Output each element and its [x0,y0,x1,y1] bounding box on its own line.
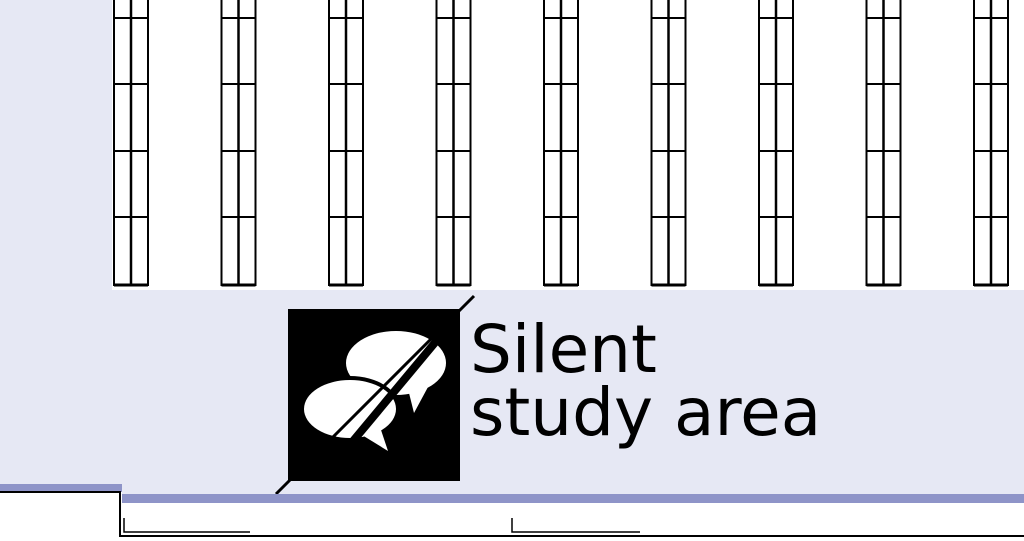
no-entry-slash [274,294,476,496]
bookshelf [220,0,257,287]
wall-accent-right [122,494,1024,503]
bookshelves [113,0,1009,287]
zone-label-line1: Silent [470,311,657,388]
bookshelf [113,0,149,287]
bookshelf [435,0,472,287]
zone-label-line2: study area [470,374,822,451]
bookshelf [973,0,1009,287]
wall-strip [0,480,1024,541]
bookshelf [865,0,902,287]
bookshelf [650,0,687,287]
wall-outline [0,484,1024,541]
wall-accent-left [0,484,122,492]
bookshelf-area [112,0,1024,290]
bookshelf [543,0,579,287]
bookshelf [758,0,794,287]
zone-label: Silent study area [470,311,822,451]
bookshelf [328,0,364,287]
